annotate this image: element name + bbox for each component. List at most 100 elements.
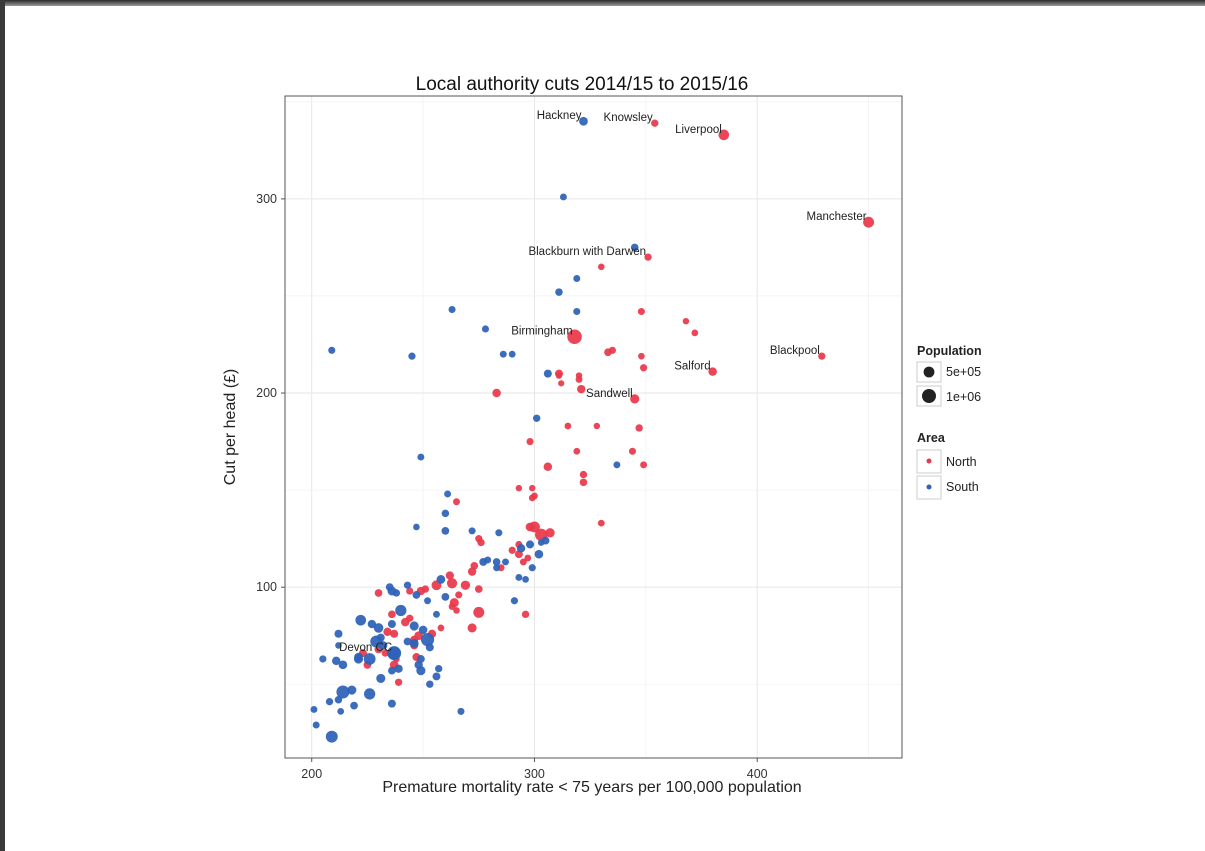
chart-title: Local authority cuts 2014/15 to 2015/16 (416, 74, 749, 95)
data-point (403, 637, 412, 646)
data-point (406, 587, 414, 595)
size-legend-key (922, 389, 936, 403)
labeled-data-point (863, 216, 875, 228)
data-point (638, 352, 645, 360)
data-point (555, 288, 563, 296)
data-point (508, 350, 516, 358)
data-point (441, 592, 450, 601)
data-point (564, 422, 572, 430)
data-point (331, 656, 341, 666)
point-label: Manchester (806, 211, 866, 223)
data-point (350, 701, 358, 710)
size-legend-label: 5e+05 (946, 365, 981, 379)
data-point (573, 447, 581, 455)
data-point (537, 539, 545, 546)
y-tick-label: 200 (256, 386, 277, 400)
data-point (363, 653, 376, 665)
data-point (522, 576, 529, 583)
data-point (545, 528, 555, 538)
data-point (337, 708, 345, 715)
data-point (336, 685, 350, 699)
data-point (408, 352, 416, 360)
point-label: Birmingham (511, 326, 572, 338)
scan-border-top (0, 0, 1205, 6)
size-legend-label: 1e+06 (946, 390, 981, 404)
data-point (381, 649, 389, 657)
data-point (335, 642, 342, 649)
data-point (334, 695, 343, 704)
data-point (575, 375, 583, 383)
labeled-data-point (818, 352, 826, 360)
data-point (502, 558, 509, 566)
data-point (573, 275, 581, 282)
data-point (534, 549, 544, 559)
data-point (477, 538, 485, 547)
data-point (531, 492, 538, 500)
data-point (373, 623, 384, 633)
data-point (559, 193, 567, 201)
data-point (468, 527, 476, 535)
data-point (579, 470, 588, 479)
data-point (338, 660, 348, 670)
point-label: Blackburn with Darwen (528, 246, 646, 258)
x-axis-title: Premature mortality rate < 75 years per … (382, 779, 801, 796)
point-label: Knowsley (604, 112, 653, 124)
data-point (448, 603, 456, 610)
data-point (543, 462, 553, 472)
labeled-data-point (708, 367, 717, 376)
data-point (424, 597, 432, 605)
data-point (416, 655, 425, 663)
data-point (334, 629, 343, 638)
y-tick-label: 300 (256, 192, 277, 206)
data-point (479, 557, 488, 566)
data-point (374, 589, 383, 597)
data-point (455, 591, 463, 599)
point-label: Liverpool (675, 124, 722, 136)
legend-key-south (926, 484, 932, 490)
point-label: Salford (674, 361, 710, 373)
data-point (628, 447, 637, 455)
area-legend: Area North South (916, 431, 979, 500)
data-point (573, 307, 581, 316)
data-point (528, 564, 536, 572)
data-point (446, 578, 458, 589)
data-point (558, 380, 565, 387)
x-tick-label: 300 (524, 767, 545, 781)
grid-layer (285, 96, 902, 758)
data-point (630, 243, 639, 252)
y-tick-label: 100 (256, 580, 277, 594)
x-tick-label: 400 (747, 767, 768, 781)
data-point (521, 610, 530, 619)
data-point (376, 673, 386, 683)
data-point (420, 632, 435, 647)
labeled-data-point (651, 119, 659, 127)
data-point (510, 597, 519, 605)
ticks-layer: 200 300 400 100 200 300 (256, 192, 768, 781)
data-point (392, 589, 401, 597)
legend-key-north (926, 458, 932, 464)
data-point (417, 453, 425, 461)
data-point (328, 346, 336, 354)
data-point (529, 484, 536, 492)
labeled-data-point (567, 329, 582, 344)
data-point (401, 617, 410, 627)
data-point (403, 581, 412, 589)
data-point (492, 558, 501, 566)
data-point (354, 652, 363, 662)
data-point (387, 699, 396, 708)
data-point (436, 575, 446, 584)
data-point (416, 666, 426, 676)
data-point (387, 620, 396, 629)
data-point (426, 680, 434, 688)
data-point (593, 422, 601, 430)
data-point (444, 490, 452, 498)
data-point (437, 624, 445, 632)
point-label: Blackpool (770, 345, 820, 357)
data-point (388, 666, 396, 675)
population-legend-title: Population (917, 344, 982, 358)
plot-panel-border (284, 95, 903, 759)
data-point (364, 688, 376, 700)
data-point (524, 554, 532, 562)
data-point (597, 263, 605, 271)
data-point (515, 484, 523, 492)
